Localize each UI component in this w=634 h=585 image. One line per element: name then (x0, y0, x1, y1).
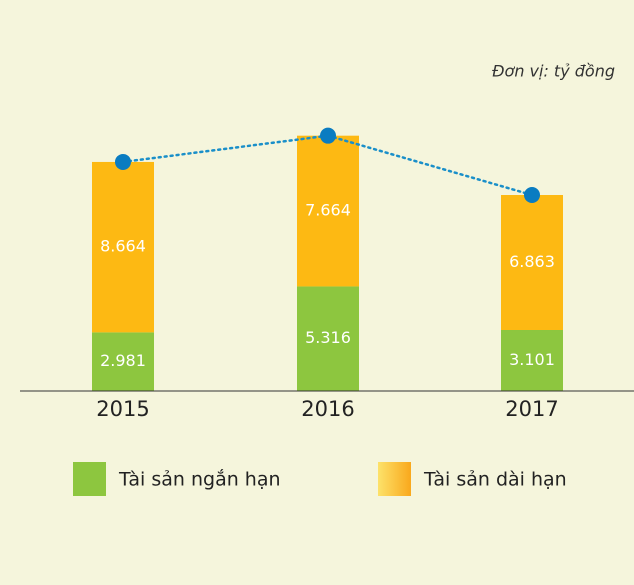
bar-segment (501, 195, 563, 331)
value-label: 3.101 (509, 350, 555, 369)
bar-segment (297, 286, 359, 391)
total-line (326, 134, 534, 197)
x-tick-label: 2017 (505, 397, 558, 421)
bar-segment (92, 332, 154, 391)
legend-label: Tài sản ngắn hạn (118, 468, 281, 491)
x-tick-label: 2016 (301, 397, 354, 421)
value-label: 8.664 (100, 237, 146, 256)
legend-swatch (73, 462, 106, 496)
legend-label: Tài sản dài hạn (423, 469, 567, 491)
value-label: 7.664 (305, 201, 351, 220)
bar-segment (92, 161, 154, 333)
total-line (121, 134, 330, 164)
unit-label: Đơn vị: tỷ đồng (492, 62, 615, 81)
legend-swatch (378, 462, 411, 496)
bar-segment (297, 135, 359, 287)
value-label: 5.316 (305, 328, 351, 347)
x-tick-label: 2015 (96, 397, 149, 421)
value-label: 6.863 (509, 252, 555, 271)
total-dot (320, 127, 336, 144)
total-dot (115, 153, 131, 170)
value-label: 2.981 (100, 351, 146, 370)
bar-segment (501, 330, 563, 391)
total-dot (524, 187, 540, 204)
